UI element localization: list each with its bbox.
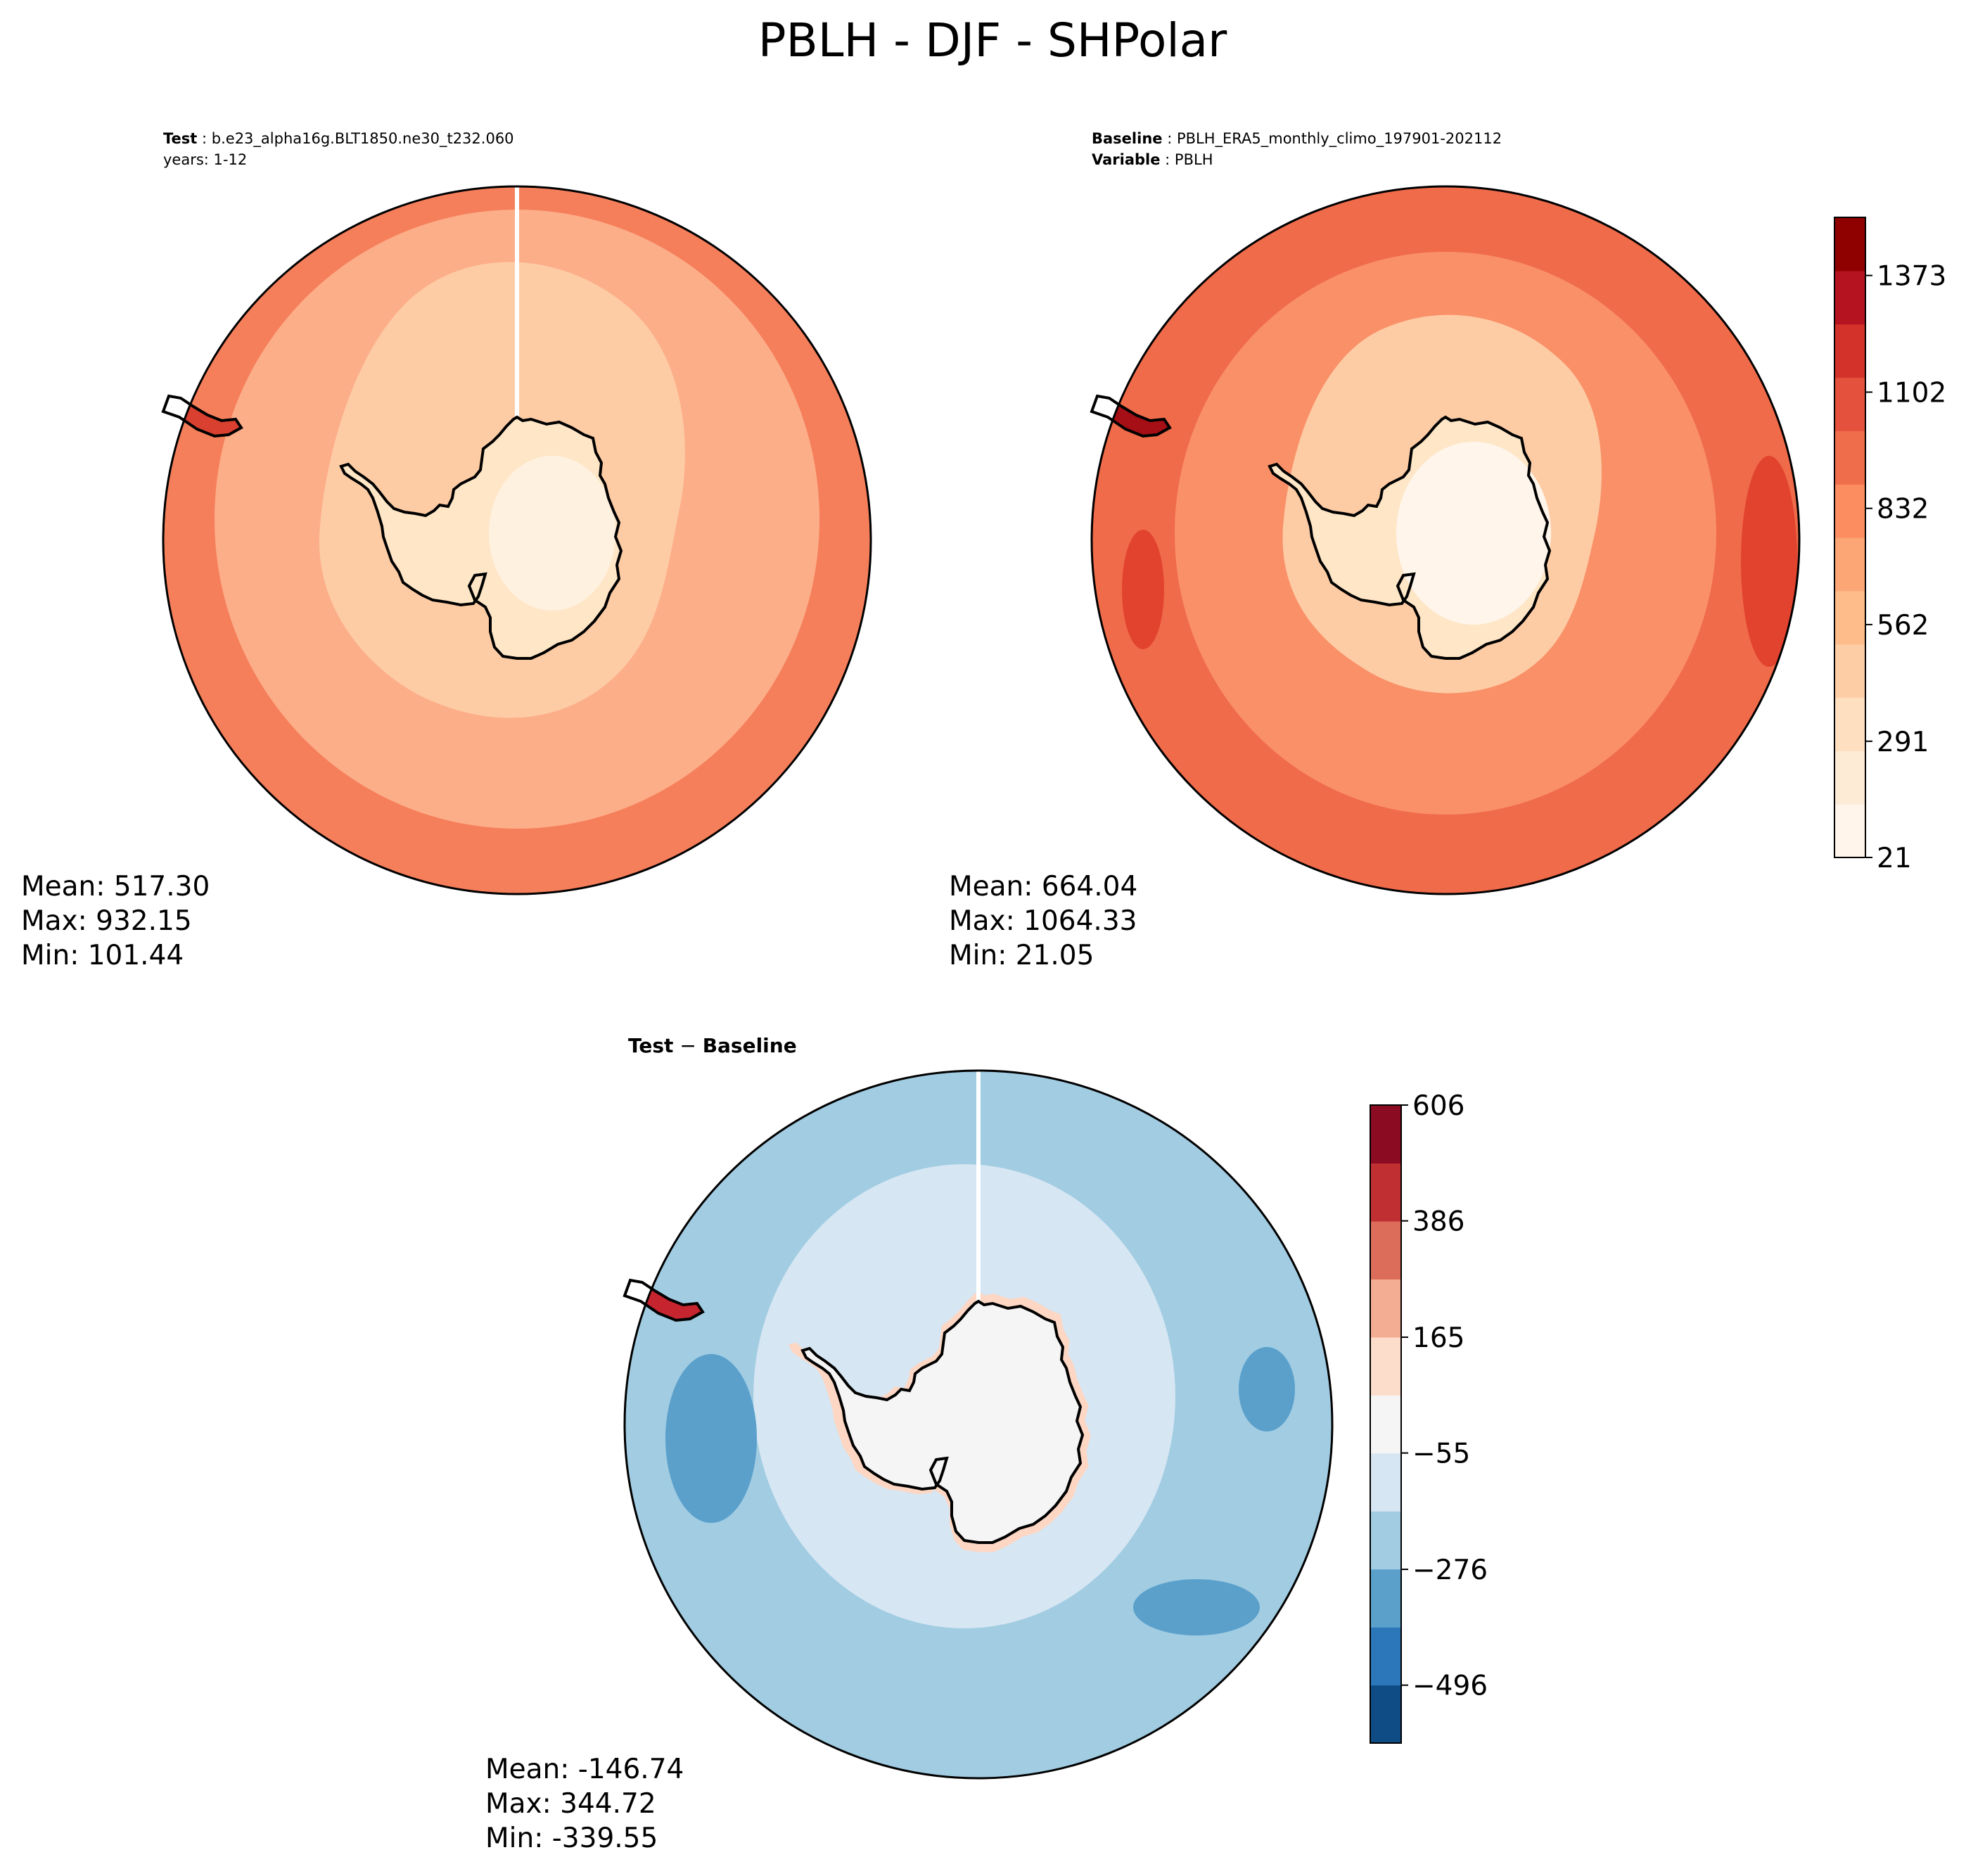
- difference-mean: Mean: -146.74: [485, 1754, 684, 1785]
- difference-title-a: Test: [628, 1034, 673, 1057]
- test-max: Max: 932.15: [21, 905, 192, 937]
- difference-max: Max: 344.72: [485, 1788, 656, 1820]
- main-colorbar-tick-label: 832: [1877, 494, 1929, 525]
- difference-east-low: [1239, 1347, 1295, 1431]
- difference-colorbar-tick-label: 386: [1412, 1206, 1464, 1238]
- main-colorbar-swatch: [1834, 217, 1865, 272]
- difference-colorbar-swatch: [1370, 1163, 1401, 1222]
- difference-map-boundary: [623, 1069, 1334, 1780]
- baseline-panel: Baseline : PBLH_ERA5_monthly_climo_19790…: [949, 130, 1801, 971]
- difference-colorbar-frame: [1370, 1104, 1402, 1744]
- difference-colorbar-swatch: [1370, 1685, 1401, 1744]
- difference-colorbar-swatch: [1370, 1279, 1401, 1338]
- test-map: [162, 185, 872, 895]
- difference-colorbar-swatch: [1370, 1569, 1401, 1628]
- main-colorbar-swatch: [1834, 697, 1865, 751]
- difference-map: [623, 1069, 1334, 1780]
- baseline-case-name: PBLH_ERA5_monthly_climo_197901-202112: [1177, 130, 1502, 148]
- test-years: years: 1-12: [163, 151, 247, 168]
- test-mean: Mean: 517.30: [21, 871, 210, 902]
- test-seam-line: [515, 186, 519, 419]
- difference-colorbar-tick-label: 606: [1412, 1090, 1464, 1122]
- difference-min: Min: -339.55: [485, 1823, 658, 1854]
- baseline-label: Baseline: [1092, 130, 1163, 147]
- test-label: Test: [163, 130, 197, 147]
- difference-colorbar-tick-label: −496: [1412, 1671, 1488, 1702]
- difference-colorbar-swatch: [1370, 1336, 1401, 1396]
- difference-colorbar: −496 −276 −55 165 386 606: [1370, 1090, 1488, 1744]
- main-colorbar-frame: [1834, 217, 1866, 858]
- baseline-map: [1090, 185, 1801, 895]
- main-colorbar-tick-label: 1373: [1877, 261, 1946, 293]
- variable-label: Variable: [1092, 151, 1160, 168]
- main-colorbar-swatch: [1834, 324, 1865, 378]
- baseline-min: Min: 21.05: [949, 940, 1094, 971]
- difference-title-b: Baseline: [703, 1034, 797, 1057]
- difference-colorbar-swatch: [1370, 1220, 1401, 1280]
- difference-west-low: [665, 1354, 757, 1523]
- variable-name: PBLH: [1175, 151, 1213, 168]
- difference-colorbar-tick-label: −276: [1412, 1555, 1488, 1586]
- baseline-core-field: [1396, 442, 1551, 625]
- main-colorbar-tick-label: 562: [1877, 610, 1929, 642]
- main-colorbar-swatch: [1834, 430, 1865, 485]
- main-colorbar-swatch: [1834, 644, 1865, 698]
- main-colorbar-swatch: [1834, 377, 1865, 431]
- test-min: Min: 101.44: [21, 940, 184, 971]
- difference-panel: Test − Baseline Mean: -146.74 Max: 344.7…: [485, 1034, 1334, 1854]
- difference-title: Test − Baseline: [628, 1034, 797, 1057]
- main-colorbar-tick-label: 21: [1877, 843, 1912, 874]
- difference-colorbar-tick-label: −55: [1412, 1438, 1470, 1470]
- test-core-field: [489, 456, 615, 611]
- baseline-west-band: [1122, 530, 1164, 649]
- test-panel: Test : b.e23_alpha16g.BLT1850.ne30_t232.…: [21, 130, 872, 971]
- baseline-max: Max: 1064.33: [949, 905, 1137, 937]
- difference-colorbar-swatch: [1370, 1105, 1401, 1164]
- baseline-map-boundary: [1090, 185, 1801, 895]
- baseline-mean: Mean: 664.04: [949, 871, 1137, 902]
- main-colorbar-swatch: [1834, 537, 1865, 592]
- baseline-variable-line: Variable : PBLH: [1092, 151, 1213, 168]
- figure-title: PBLH - DJF - SHPolar: [758, 13, 1227, 68]
- difference-colorbar-swatch: [1370, 1395, 1401, 1454]
- difference-colorbar-swatch: [1370, 1511, 1401, 1570]
- baseline-east-band: [1741, 456, 1797, 667]
- difference-colorbar-swatch: [1370, 1453, 1401, 1512]
- difference-seam-line: [976, 1071, 981, 1303]
- difference-colorbar-swatch: [1370, 1627, 1401, 1686]
- main-colorbar-tick-label: 291: [1877, 727, 1929, 758]
- main-colorbar-swatch: [1834, 270, 1865, 325]
- test-map-boundary: [162, 185, 872, 895]
- test-case-name: b.e23_alpha16g.BLT1850.ne30_t232.060: [212, 130, 514, 148]
- main-colorbar-tick-label: 1102: [1877, 377, 1946, 409]
- difference-south-low: [1133, 1579, 1260, 1635]
- test-header: Test : b.e23_alpha16g.BLT1850.ne30_t232.…: [163, 130, 514, 148]
- difference-colorbar-tick-label: 165: [1412, 1322, 1464, 1354]
- main-colorbar-swatch: [1834, 751, 1865, 805]
- baseline-header: Baseline : PBLH_ERA5_monthly_climo_19790…: [1092, 130, 1502, 148]
- main-colorbar-swatch: [1834, 484, 1865, 538]
- main-colorbar-swatch: [1834, 590, 1865, 645]
- main-colorbar: 21 291 562 832 1102 1373: [1834, 217, 1946, 874]
- main-colorbar-swatch: [1834, 804, 1865, 858]
